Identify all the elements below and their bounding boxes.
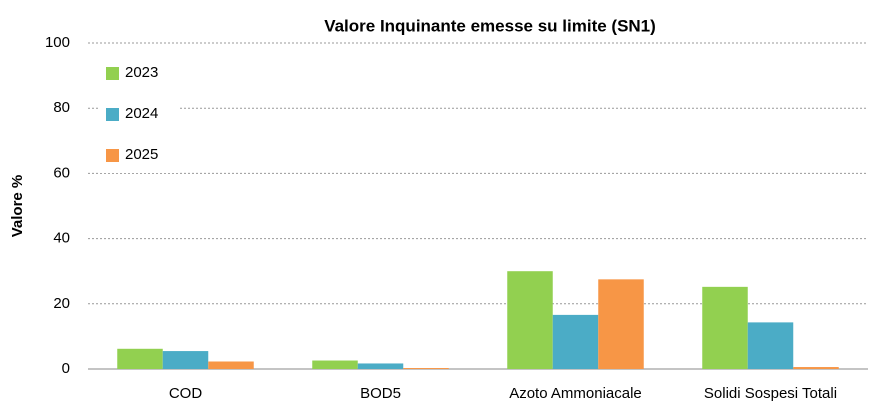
x-tick-label: Azoto Ammoniacale — [509, 385, 642, 402]
y-tick-label: 80 — [53, 99, 70, 116]
bar — [208, 361, 254, 369]
legend-swatch — [106, 149, 119, 162]
bar — [702, 286, 748, 369]
x-tick-label: BOD5 — [360, 385, 401, 402]
legend-swatch — [106, 67, 119, 80]
bar — [312, 360, 358, 369]
y-tick-label: 40 — [53, 230, 70, 247]
bar — [793, 367, 839, 369]
bar — [552, 314, 599, 369]
bar — [117, 348, 163, 369]
bar — [403, 368, 449, 369]
y-tick-label: 20 — [53, 295, 70, 312]
bar — [357, 363, 404, 369]
bar — [598, 279, 644, 369]
bar — [507, 271, 553, 369]
legend-label: 2025 — [125, 146, 158, 163]
bar — [747, 322, 794, 369]
legend-label: 2023 — [125, 64, 158, 81]
y-tick-label: 60 — [53, 164, 70, 181]
x-tick-label: COD — [169, 385, 203, 402]
y-tick-label: 0 — [62, 360, 70, 377]
bar — [162, 351, 209, 369]
y-axis-label: Valore % — [9, 175, 26, 238]
legend-label: 2024 — [125, 105, 158, 122]
chart-title: Valore Inquinante emesse su limite (SN1) — [324, 16, 656, 35]
y-tick-label: 100 — [45, 34, 70, 51]
x-tick-label: Solidi Sospesi Totali — [704, 385, 837, 402]
legend-swatch — [106, 108, 119, 121]
